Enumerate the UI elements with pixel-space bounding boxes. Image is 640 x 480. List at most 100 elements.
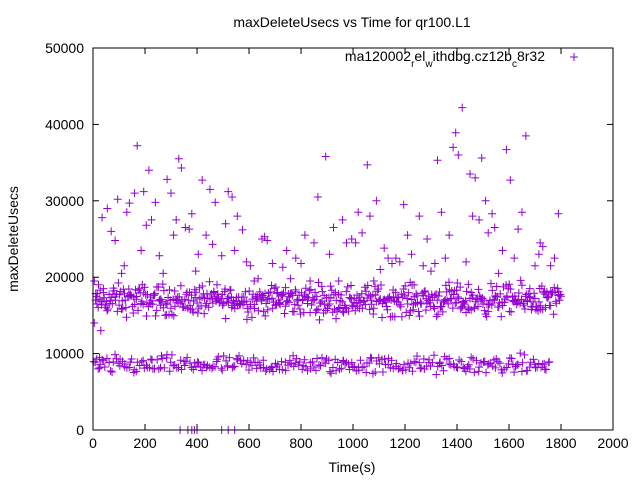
data-point (470, 368, 479, 377)
data-point (362, 368, 371, 377)
data-point (161, 299, 170, 308)
data-point (242, 360, 251, 369)
data-point (303, 299, 312, 308)
data-point (122, 313, 131, 322)
data-point (180, 295, 189, 304)
data-point (142, 311, 151, 320)
data-point (103, 204, 112, 213)
data-point (281, 366, 290, 375)
x-tick-label: 0 (89, 435, 97, 451)
data-point (516, 276, 525, 285)
data-point (371, 367, 380, 376)
data-point (365, 359, 374, 368)
data-point (237, 359, 246, 368)
data-point (259, 356, 268, 365)
data-point (417, 363, 426, 372)
data-point (556, 290, 565, 299)
data-point (288, 291, 297, 300)
data-point (270, 284, 279, 293)
data-point (281, 283, 290, 292)
data-point (263, 305, 272, 314)
data-point (448, 304, 457, 313)
data-point (486, 279, 495, 288)
data-point (492, 282, 501, 291)
data-point (415, 358, 424, 367)
data-point (534, 250, 543, 259)
data-point (415, 312, 424, 321)
data-point (132, 367, 141, 376)
data-point (212, 357, 221, 366)
data-point (530, 289, 539, 298)
plot-area (89, 103, 565, 434)
data-point (198, 282, 207, 291)
data-point (317, 353, 326, 362)
data-point (433, 156, 442, 165)
data-point (314, 278, 323, 287)
data-point (371, 291, 380, 300)
data-point (421, 287, 430, 296)
data-point (96, 326, 105, 335)
data-point (351, 238, 360, 247)
data-point (403, 231, 412, 240)
data-point (427, 267, 435, 276)
data-point (388, 259, 396, 268)
data-point (325, 250, 334, 259)
data-point (468, 212, 477, 221)
data-point (205, 277, 214, 286)
data-point (127, 354, 136, 363)
data-point (221, 285, 230, 294)
data-point (137, 357, 146, 366)
data-point (506, 176, 515, 185)
data-point (519, 301, 528, 310)
data-point (263, 295, 272, 304)
data-point (415, 212, 424, 221)
data-point (140, 283, 149, 292)
data-point (275, 299, 284, 308)
data-point (363, 160, 372, 169)
data-point (159, 303, 168, 312)
data-point (475, 363, 484, 372)
data-point (129, 309, 138, 318)
data-point (216, 295, 225, 304)
data-point (242, 297, 251, 306)
data-point (188, 305, 197, 314)
data-point (344, 360, 353, 369)
data-point (367, 300, 376, 309)
data-point (382, 302, 391, 311)
data-point (124, 285, 133, 294)
data-point (301, 362, 310, 371)
data-point (142, 221, 151, 230)
data-point (474, 302, 483, 311)
data-point (420, 287, 429, 296)
data-point (518, 358, 527, 367)
data-point (325, 300, 334, 309)
data-point (176, 356, 185, 365)
legend-marker-plus (570, 53, 578, 61)
data-point (484, 228, 493, 237)
data-point (494, 269, 503, 278)
data-point (494, 357, 503, 366)
data-point (406, 359, 415, 368)
data-point (264, 289, 273, 298)
data-point (310, 238, 318, 247)
data-point (281, 302, 290, 311)
data-point (267, 363, 276, 372)
data-point (410, 280, 419, 289)
data-point (189, 307, 198, 316)
data-point (453, 363, 462, 372)
data-point (291, 254, 300, 263)
data-point (543, 293, 552, 302)
data-point (467, 353, 476, 362)
data-point (111, 296, 120, 305)
y-tick-label: 30000 (45, 193, 84, 209)
data-point (154, 283, 163, 292)
data-point (98, 296, 107, 305)
data-point (241, 287, 250, 296)
data-point (391, 288, 400, 297)
data-point (105, 358, 114, 367)
data-point (480, 306, 489, 315)
data-point (356, 356, 365, 365)
data-point (555, 296, 564, 305)
data-point (510, 254, 519, 263)
data-point (526, 293, 535, 302)
